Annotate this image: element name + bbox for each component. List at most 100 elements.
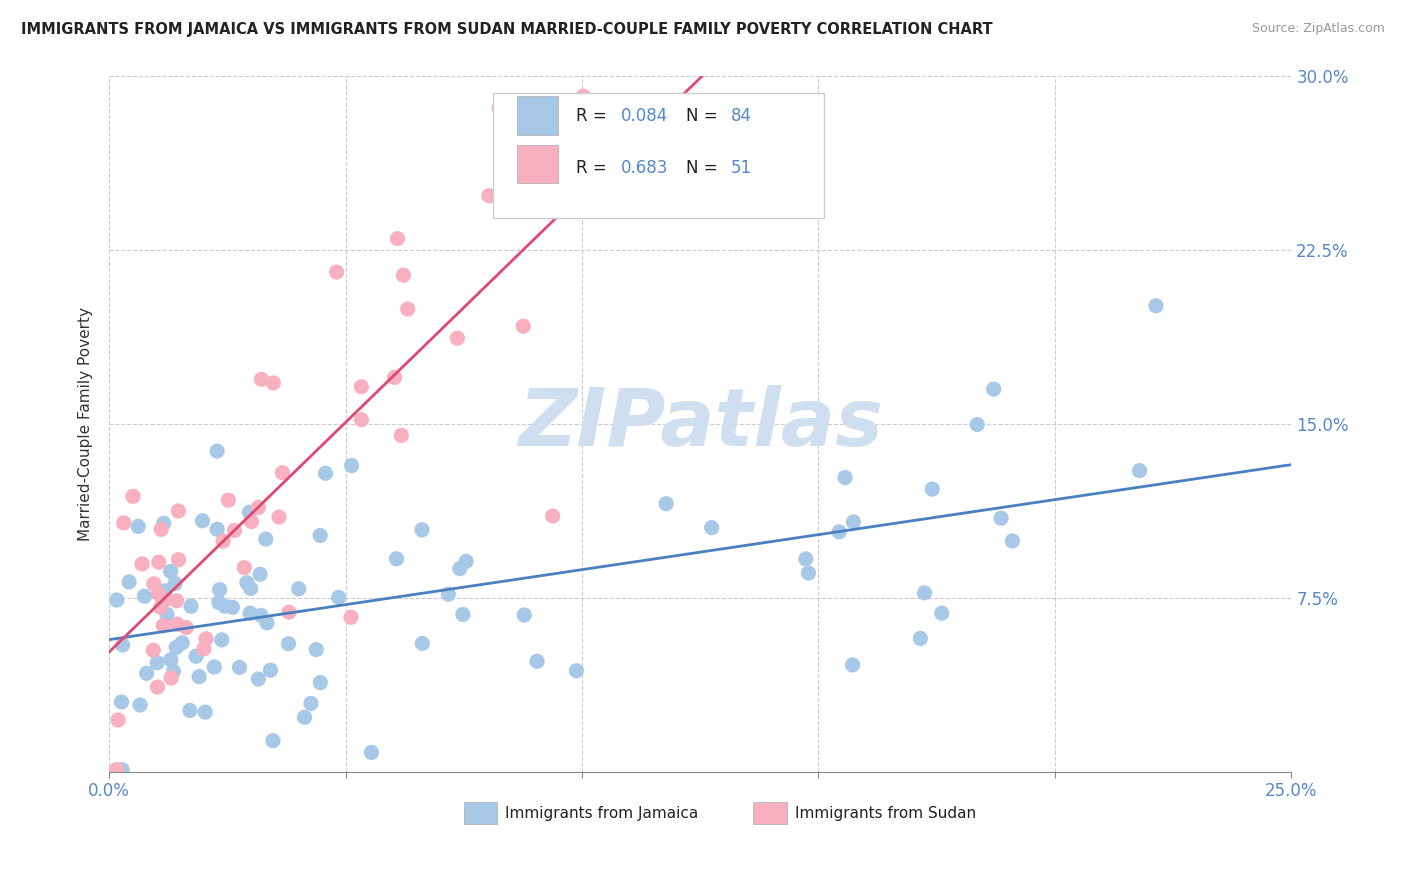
Point — [309, 675, 332, 690]
Point — [1001, 533, 1024, 548]
Point — [180, 599, 202, 614]
Point — [205, 522, 228, 536]
Point — [127, 519, 149, 533]
Point — [212, 534, 235, 549]
Point — [195, 632, 218, 646]
Point — [172, 636, 194, 650]
Point — [236, 575, 259, 590]
Text: N =: N = — [686, 159, 723, 178]
Text: 0.084: 0.084 — [621, 107, 668, 125]
Point — [118, 574, 141, 589]
Point — [392, 268, 415, 283]
Point — [411, 523, 433, 537]
Point — [325, 265, 347, 279]
Point — [350, 380, 373, 394]
Point — [247, 500, 270, 515]
Point — [107, 713, 129, 727]
Point — [841, 657, 863, 672]
Point — [159, 565, 181, 579]
Point — [1144, 299, 1167, 313]
Point — [155, 583, 177, 598]
Point — [612, 133, 634, 147]
Point — [142, 576, 165, 591]
Point — [655, 497, 678, 511]
Point — [142, 643, 165, 657]
Point — [112, 516, 135, 530]
Point — [526, 654, 548, 668]
FancyBboxPatch shape — [517, 145, 558, 184]
Point — [167, 552, 190, 566]
Point — [299, 697, 322, 711]
Point — [411, 636, 433, 650]
Point — [134, 589, 156, 603]
Point — [446, 331, 468, 345]
Point — [990, 511, 1012, 525]
Point — [315, 467, 337, 481]
Point — [214, 599, 236, 614]
Point — [176, 621, 198, 635]
Point — [111, 763, 134, 777]
Point — [105, 593, 128, 607]
Point — [152, 593, 174, 607]
Point — [271, 466, 294, 480]
Point — [513, 607, 536, 622]
Point — [478, 188, 501, 202]
Point — [262, 733, 284, 747]
Point — [111, 638, 134, 652]
Point — [208, 582, 231, 597]
Point — [202, 660, 225, 674]
Point — [166, 617, 188, 632]
Point — [105, 763, 128, 777]
Point — [208, 596, 231, 610]
Point — [828, 524, 851, 539]
Point — [217, 493, 239, 508]
Text: 51: 51 — [731, 159, 752, 178]
Y-axis label: Married-Couple Family Poverty: Married-Couple Family Poverty — [79, 307, 93, 541]
Point — [1128, 464, 1150, 478]
Point — [921, 482, 943, 496]
Point — [191, 514, 214, 528]
Point — [131, 557, 153, 571]
Point — [385, 551, 408, 566]
Point — [278, 605, 301, 619]
Point — [287, 582, 309, 596]
Point — [262, 376, 284, 390]
Point — [931, 606, 953, 620]
Point — [449, 562, 471, 576]
Point — [797, 566, 820, 580]
Point — [259, 663, 281, 677]
Point — [122, 489, 145, 503]
Point — [165, 640, 187, 655]
Point — [700, 521, 723, 535]
FancyBboxPatch shape — [754, 802, 786, 824]
Point — [239, 606, 262, 620]
Point — [340, 458, 363, 473]
Text: IMMIGRANTS FROM JAMAICA VS IMMIGRANTS FROM SUDAN MARRIED-COUPLE FAMILY POVERTY C: IMMIGRANTS FROM JAMAICA VS IMMIGRANTS FR… — [21, 22, 993, 37]
Text: R =: R = — [576, 159, 612, 178]
Point — [842, 515, 865, 529]
Point — [456, 554, 478, 568]
Text: N =: N = — [686, 107, 723, 125]
Text: 84: 84 — [731, 107, 752, 125]
Point — [179, 703, 201, 717]
FancyBboxPatch shape — [464, 802, 496, 824]
FancyBboxPatch shape — [517, 96, 558, 135]
Point — [595, 178, 617, 192]
Point — [148, 587, 170, 601]
Text: Immigrants from Jamaica: Immigrants from Jamaica — [505, 805, 699, 821]
Point — [205, 444, 228, 458]
Point — [233, 560, 256, 574]
Text: 0.683: 0.683 — [621, 159, 668, 178]
Point — [387, 232, 409, 246]
Point — [135, 666, 157, 681]
Point — [309, 528, 332, 542]
Point — [156, 607, 179, 622]
Text: ZIPatlas: ZIPatlas — [517, 384, 883, 463]
Point — [834, 470, 856, 484]
Point — [152, 516, 174, 531]
Text: R =: R = — [576, 107, 612, 125]
Point — [250, 608, 273, 623]
Point — [149, 600, 172, 615]
Point — [165, 576, 187, 591]
Point — [167, 504, 190, 518]
